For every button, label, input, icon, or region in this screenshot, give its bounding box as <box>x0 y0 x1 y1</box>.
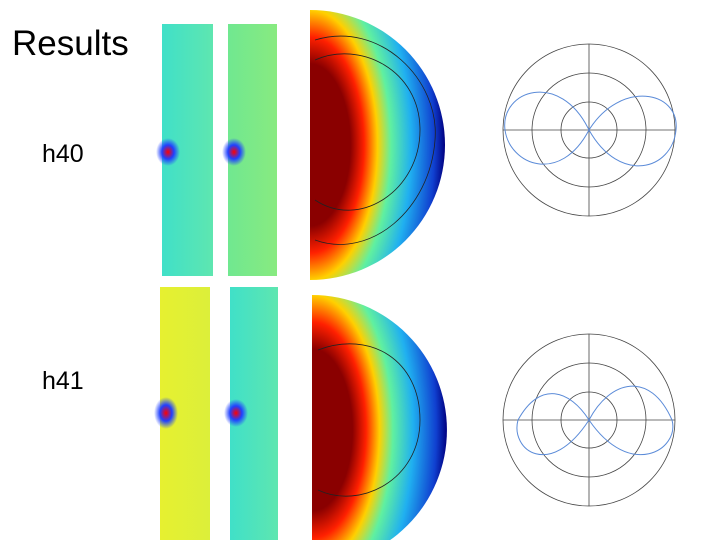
half-disk <box>310 10 445 280</box>
field-spot <box>156 138 180 166</box>
field-spot <box>222 138 246 166</box>
contour <box>314 53 421 211</box>
field-spot <box>224 399 248 427</box>
polar-plot <box>502 43 677 217</box>
slide-title: Results <box>12 24 129 63</box>
contour <box>317 343 421 497</box>
top-row <box>156 10 677 280</box>
case-label: h40 <box>42 140 84 168</box>
bottom-row <box>154 287 676 540</box>
contour <box>314 35 436 245</box>
half-disk <box>312 295 447 540</box>
case-label: h41 <box>42 367 84 395</box>
field-spot <box>154 397 178 429</box>
polar-plot <box>502 333 676 507</box>
